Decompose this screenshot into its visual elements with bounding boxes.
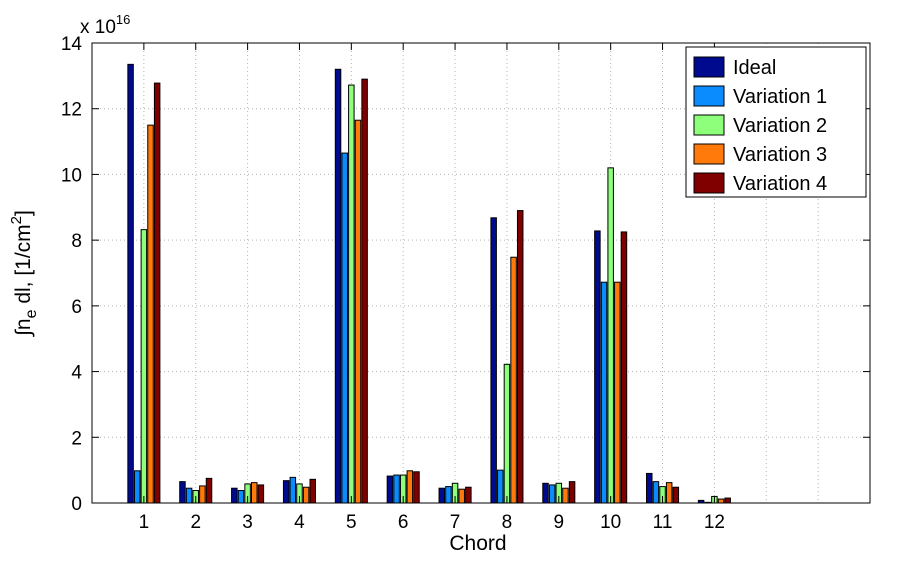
bar [348,84,355,504]
y-tick-label: 4 [71,363,82,384]
bar [406,470,414,504]
y-tick-label: 0 [71,494,82,515]
x-tick-label: 7 [450,512,461,533]
legend-swatch [693,114,725,136]
bar [282,480,290,504]
bar [199,485,206,504]
bar [127,63,134,504]
bar [438,487,446,504]
bar [600,281,608,504]
bar [542,482,549,504]
bar [620,231,628,504]
legend-label: Variation 2 [733,115,827,137]
bar [568,481,576,504]
bar [133,470,141,504]
legend-swatch [693,172,725,194]
y-tick-label: 10 [61,165,82,186]
legend-swatch [693,56,725,78]
bar [341,152,348,504]
bar [465,486,472,504]
bar [413,471,420,504]
x-tick-label: 6 [398,512,409,533]
bar [490,217,497,504]
bar [614,281,621,504]
bar [147,124,154,504]
bar [510,256,517,504]
x-tick-label: 2 [190,512,201,533]
bar [594,230,601,504]
bar [445,486,452,504]
bar [354,119,362,504]
axes-frame [91,42,871,504]
bar [179,481,186,504]
bar [458,488,465,504]
bar [497,469,504,504]
bar [153,82,161,504]
bar [724,497,731,504]
bar [237,490,245,504]
legend-label: Variation 3 [733,144,827,166]
legend-swatch [693,85,725,107]
bar [646,472,653,504]
legend: Ideal Variation 1 Variation 2 Variation 3 Va… [685,46,867,198]
x-tick-label: 3 [242,512,253,533]
bar [607,167,614,504]
bar [257,484,265,504]
bar [562,487,569,504]
x-tick-label: 4 [294,512,305,533]
y-axis-label: ∫ne dl, [1/cm2] [8,210,40,337]
y-tick-label: 12 [61,100,82,121]
legend-label: Ideal [733,57,776,79]
bar [672,486,680,504]
legend-swatch [693,143,725,165]
x-tick-label: 12 [704,512,725,533]
bar [393,474,400,504]
bar [548,484,556,504]
bar [652,481,660,504]
legend-label: Variation 1 [733,86,827,108]
bar [503,363,511,504]
x-tick-label: 9 [554,512,565,533]
bar [665,482,673,504]
x-tick-label: 11 [653,512,673,533]
y-tick-label: 6 [71,297,82,318]
bar [289,476,297,504]
y-tick-label: 2 [71,428,82,449]
bar [334,68,342,504]
legend-label: Variation 4 [733,173,827,195]
x-tick-label: 10 [600,512,621,533]
bar [185,487,193,504]
bar [302,486,310,504]
x-axis-label: Chord [449,532,506,555]
bar [205,477,213,504]
bar [361,78,368,504]
bar [231,487,238,504]
y-exponent-label: x 1016 [80,12,130,38]
y-tick-label: 8 [71,231,82,252]
x-tick-label: 8 [502,512,513,533]
bar [717,498,725,504]
bar [516,210,524,504]
y-tick-label: 14 [61,34,83,55]
bar [250,482,258,504]
bar [140,229,148,504]
bar [309,478,316,504]
bar [386,475,394,504]
x-tick-label: 5 [346,512,357,533]
x-tick-label: 1 [139,512,150,533]
